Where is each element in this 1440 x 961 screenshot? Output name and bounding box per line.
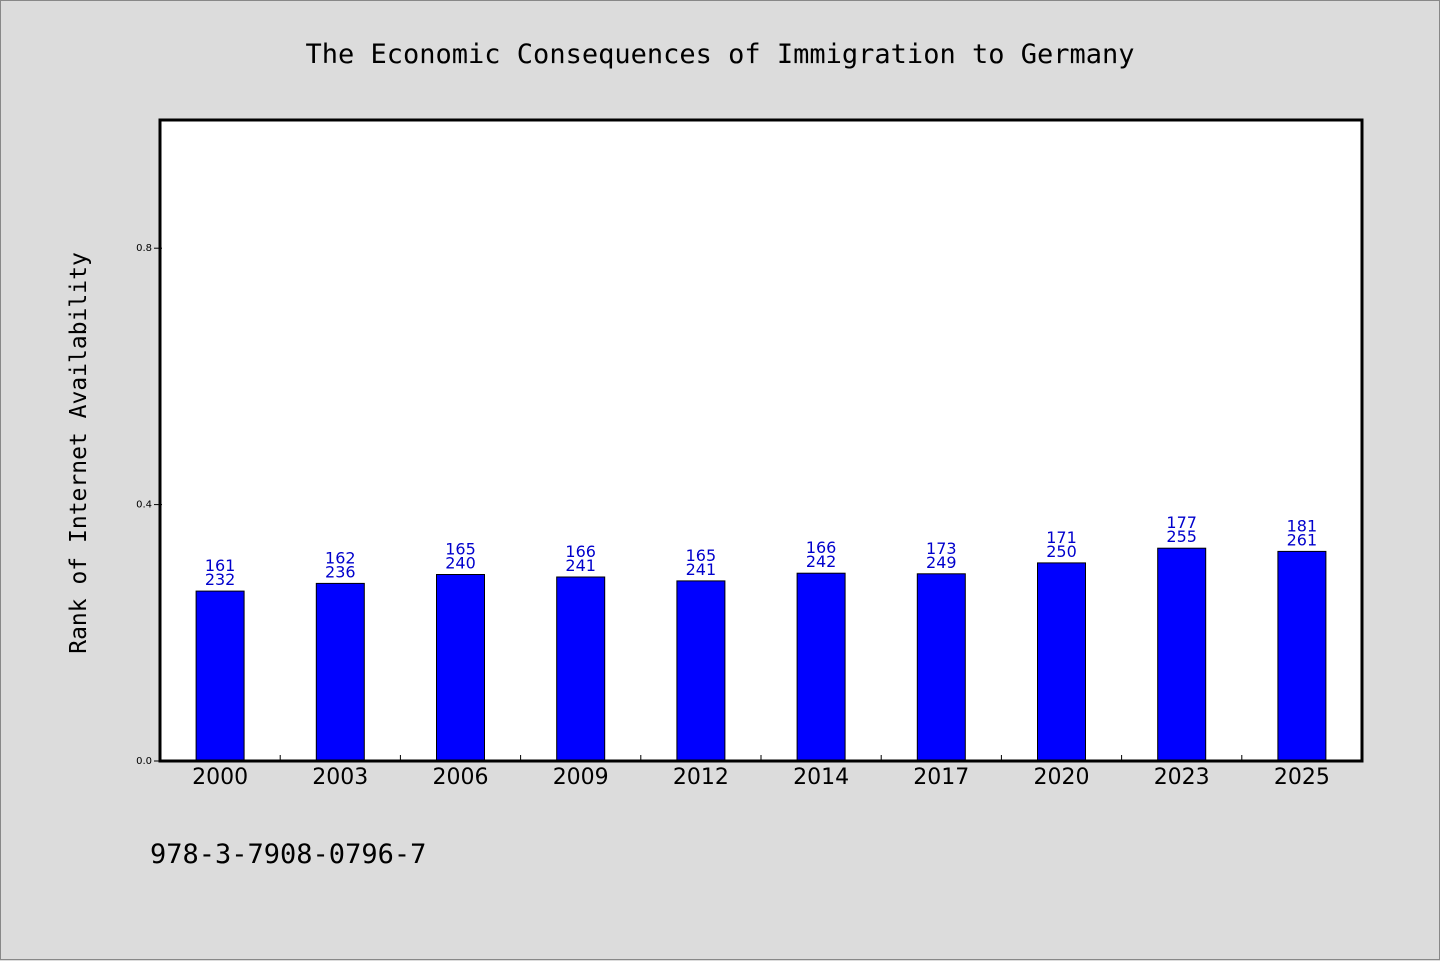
bar-label-bottom-2014: 242 [806, 552, 837, 571]
bar-label-top-2000: 161 [205, 556, 236, 575]
bars-group [195, 547, 1327, 762]
isbn-text: 978-3-7908-0796-7 [150, 839, 426, 870]
bar-label-bottom-2017: 249 [926, 553, 957, 572]
x-tick-label-2009: 2009 [553, 765, 609, 790]
x-tick-label-2003: 2003 [312, 765, 368, 790]
x-tick-label-2000: 2000 [192, 765, 248, 790]
bar-label-top-2020: 171 [1046, 528, 1077, 547]
y-tick-label: 0.4 [136, 500, 152, 511]
bar-2020 [1037, 562, 1086, 762]
bar-2000 [195, 590, 245, 762]
x-tick-label-2025: 2025 [1274, 765, 1330, 790]
y-tick-label: 0.0 [136, 756, 152, 767]
bar-2003 [315, 582, 365, 762]
bar-label-bottom-2012: 241 [686, 560, 717, 579]
y-tick-label: 0.8 [136, 243, 152, 254]
bar-label-bottom-2009: 241 [565, 556, 596, 575]
bar-2025 [1277, 550, 1327, 762]
bar-2014 [796, 572, 846, 762]
bar-label-bottom-2025: 261 [1287, 530, 1318, 549]
bar-labels-group: 1612321622361652401662411652411662421732… [205, 513, 1317, 589]
y-axis: 0.0 0.4 0.8 [136, 243, 162, 767]
bar-2006 [436, 574, 485, 762]
chart-title: The Economic Consequences of Immigration… [305, 39, 1134, 70]
bar-label-top-2014: 166 [806, 538, 837, 557]
bar-2017 [916, 573, 966, 762]
x-tick-label-2006: 2006 [433, 765, 489, 790]
bar-label-top-2006: 165 [445, 540, 476, 559]
bar-label-bottom-2006: 240 [445, 554, 476, 573]
bar-2009 [556, 576, 606, 762]
x-tick-label-2017: 2017 [913, 765, 969, 790]
bar-label-top-2003: 162 [325, 548, 356, 567]
y-axis-label: Rank of Internet Availability [66, 252, 92, 654]
x-tick-label-2014: 2014 [793, 765, 849, 790]
bar-label-bottom-2003: 236 [325, 562, 356, 581]
bar-2012 [676, 580, 726, 762]
bar-label-bottom-2020: 250 [1046, 542, 1077, 561]
bar-label-bottom-2000: 232 [205, 570, 236, 589]
bar-2023 [1157, 547, 1207, 762]
bar-label-top-2023: 177 [1166, 513, 1197, 532]
bar-label-top-2025: 181 [1287, 516, 1318, 535]
bar-label-top-2017: 173 [926, 539, 957, 558]
x-tick-label-2012: 2012 [673, 765, 729, 790]
bar-label-top-2009: 166 [565, 542, 596, 561]
bar-label-top-2012: 165 [686, 546, 717, 565]
x-tick-label-2023: 2023 [1154, 765, 1210, 790]
x-axis: 2000 2003 2006 2009 2012 2014 2017 2020 2023 2025 [192, 755, 1330, 790]
bar-label-bottom-2023: 255 [1166, 527, 1197, 546]
x-tick-label-2020: 2020 [1034, 765, 1090, 790]
plot-frame [158, 118, 1364, 763]
